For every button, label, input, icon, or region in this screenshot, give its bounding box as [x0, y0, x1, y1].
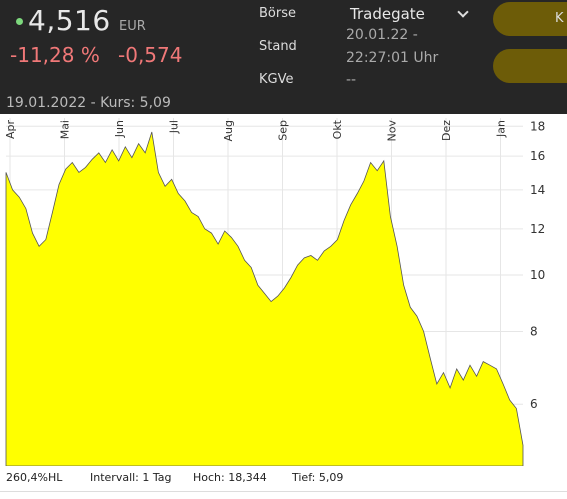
last-price: 4,516 [28, 4, 111, 37]
x-tick-label: Apr [4, 120, 17, 140]
x-tick-label: Mai [59, 120, 72, 139]
timestamp-date: 20.01.22 - [346, 27, 418, 43]
quote-header: 4,516 EUR -11,28 % -0,574 19.01.2022 - K… [0, 0, 567, 114]
scale-label: 260,4%HL [6, 471, 63, 484]
y-tick-label: 10 [530, 268, 545, 282]
y-tick-label: 12 [530, 222, 545, 236]
exchange-dropdown[interactable]: Tradegate [346, 3, 478, 25]
x-axis-ticks: Apr Mai Jun Jul Aug Sep Okt Nov Dez Jan [4, 119, 508, 141]
price-area-series [5, 131, 524, 466]
live-indicator-dot [16, 18, 23, 25]
chart-footer: 260,4%HL Intervall: 1 Tag Hoch: 18,344 T… [0, 466, 567, 499]
secondary-action-button[interactable] [493, 49, 567, 83]
buy-button-label: K [555, 11, 564, 26]
exchange-selected-value: Tradegate [350, 5, 425, 23]
y-tick-label: 6 [530, 397, 538, 411]
x-tick-label: Nov [386, 120, 399, 142]
high-label: Hoch: 18,344 [193, 471, 267, 484]
change-absolute: -0,574 [118, 43, 183, 67]
timestamp-time: 22:27:01 Uhr [346, 50, 439, 66]
kgve-label: KGVe [259, 72, 294, 87]
y-tick-label: 16 [530, 149, 545, 163]
low-label: Tief: 5,09 [292, 471, 344, 484]
timestamp-label: Stand [259, 39, 297, 54]
y-tick-label: 18 [530, 119, 545, 133]
x-tick-label: Jun [113, 120, 126, 138]
buy-button[interactable]: K [493, 2, 567, 36]
interval-label: Intervall: 1 Tag [90, 471, 172, 484]
footer-divider [0, 491, 567, 492]
change-percent: -11,28 % [10, 43, 100, 67]
x-tick-label: Sep [277, 120, 290, 141]
currency-label: EUR [119, 19, 146, 34]
reference-price-line: 19.01.2022 - Kurs: 5,09 [6, 95, 171, 111]
y-tick-label: 14 [530, 183, 545, 197]
x-tick-label: Dez [440, 120, 453, 141]
y-axis-ticks: 18 16 14 12 10 8 6 [530, 119, 545, 411]
kgve-value: -- [346, 72, 357, 88]
exchange-label: Börse [259, 6, 296, 21]
x-tick-label: Jan [495, 120, 508, 138]
x-tick-label: Jul [168, 120, 181, 134]
y-tick-label: 8 [530, 324, 538, 338]
x-tick-label: Aug [222, 120, 235, 141]
price-chart[interactable]: Apr Mai Jun Jul Aug Sep Okt Nov Dez Jan 18 16 14 12 1… [0, 114, 567, 466]
x-tick-label: Okt [331, 119, 344, 139]
chevron-down-icon [457, 6, 469, 18]
chart-area-series [5, 131, 524, 466]
price-chart-svg: Apr Mai Jun Jul Aug Sep Okt Nov Dez Jan 181614121… [4, 118, 545, 466]
